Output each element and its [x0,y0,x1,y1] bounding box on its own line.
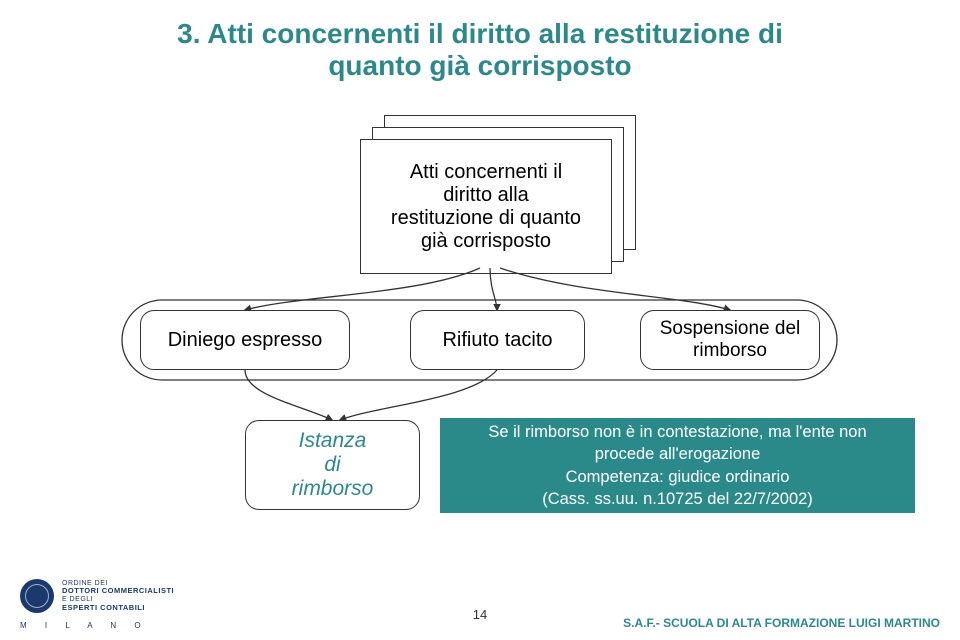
slide-footer: ORDINE DEI DOTTORI COMMERCIALISTI E DEGL… [0,579,960,640]
stack-text: Atti concernenti ildiritto allarestituzi… [391,161,581,253]
node-sospensione-label: Sospensione delrimborso [660,318,801,362]
edge [340,370,497,420]
callout-line-1: Se il rimborso non è in contestazione, m… [488,421,866,443]
slide-title: 3. Atti concernenti il diritto alla rest… [0,18,960,82]
istanza-text: Istanza di rimborso [292,429,374,501]
istanza-box: Istanza di rimborso [245,420,420,510]
title-line-1: 3. Atti concernenti il diritto alla rest… [0,18,960,50]
logo-badge-icon [20,579,54,613]
edge [245,268,480,310]
page-number: 14 [473,607,487,622]
logo-top: ORDINE DEI DOTTORI COMMERCIALISTI E DEGL… [20,579,174,613]
istanza-line-2: di [292,453,374,477]
slide: 3. Atti concernenti il diritto alla rest… [0,0,960,640]
stack-sheet-front: Atti concernenti ildiritto allarestituzi… [360,139,612,274]
node-rifiuto-label: Rifiuto tacito [442,329,552,352]
callout-line-4: (Cass. ss.uu. n.10725 del 22/7/2002) [542,488,813,510]
edge [500,268,730,310]
callout-note: Se il rimborso non è in contestazione, m… [440,418,915,513]
title-line-2: quanto già corrisposto [0,50,960,82]
logo-line-2: DOTTORI COMMERCIALISTI [62,586,174,595]
callout-line-2: procede all'erogazione [595,443,761,465]
edge [245,370,332,420]
edge [490,268,497,310]
istanza-line-3: rimborso [292,477,374,501]
node-diniego: Diniego espresso [140,310,350,370]
footer-logo: ORDINE DEI DOTTORI COMMERCIALISTI E DEGL… [20,579,174,630]
node-sospensione: Sospensione delrimborso [640,310,820,370]
logo-text: ORDINE DEI DOTTORI COMMERCIALISTI E DEGL… [62,580,174,613]
node-rifiuto: Rifiuto tacito [410,310,585,370]
logo-line-4: ESPERTI CONTABILI [62,603,145,612]
source-stack: Atti concernenti ildiritto allarestituzi… [360,115,636,274]
school-name: S.A.F.- SCUOLA DI ALTA FORMAZIONE LUIGI … [623,616,940,630]
node-diniego-label: Diniego espresso [168,329,323,352]
istanza-line-1: Istanza [292,429,374,453]
logo-milano: M I L A N O [20,621,149,630]
callout-line-3: Competenza: giudice ordinario [566,466,790,488]
